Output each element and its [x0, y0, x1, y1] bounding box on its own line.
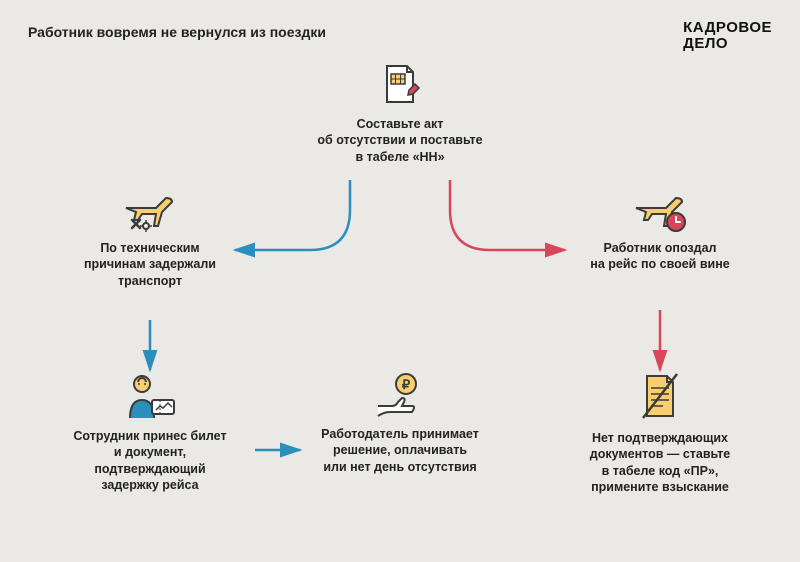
brand-logo: КАДРОВОЕ ДЕЛО	[683, 20, 772, 52]
flow-node-label: Составьте акт об отсутствии и поставьте …	[300, 116, 500, 165]
page-title: Работник вовремя не вернулся из поездки	[28, 24, 326, 40]
flow-node-label: Работодатель принимает решение, оплачива…	[300, 426, 500, 475]
flow-arrow	[235, 180, 350, 250]
flow-node-employer-decision: ₽ Работодатель принимает решение, оплачи…	[300, 370, 500, 475]
document-pencil-icon	[375, 60, 425, 110]
flow-node-label: Сотрудник принес билет и документ, подтв…	[50, 428, 250, 493]
flow-node-technical-delay: По техническим причинам задержали трансп…	[60, 190, 240, 289]
svg-text:₽: ₽	[402, 377, 411, 392]
hand-coin-icon: ₽	[372, 370, 428, 420]
flow-node-no-documents: Нет подтверждающих документов — ставьте …	[555, 370, 765, 495]
flow-node-label: По техническим причинам задержали трансп…	[60, 240, 240, 289]
flow-arrow	[450, 180, 565, 250]
flow-node-root: Составьте акт об отсутствии и поставьте …	[300, 60, 500, 165]
plane-clock-icon	[632, 190, 688, 234]
plane-tools-icon	[122, 190, 178, 234]
flow-node-label: Нет подтверждающих документов — ставьте …	[555, 430, 765, 495]
document-cross-icon	[635, 370, 685, 424]
flow-node-label: Работник опоздал на рейс по своей вине	[560, 240, 760, 273]
flow-node-own-fault: Работник опоздал на рейс по своей вине	[560, 190, 760, 273]
person-ticket-icon	[122, 370, 178, 422]
flow-node-brought-ticket: Сотрудник принес билет и документ, подтв…	[50, 370, 250, 493]
